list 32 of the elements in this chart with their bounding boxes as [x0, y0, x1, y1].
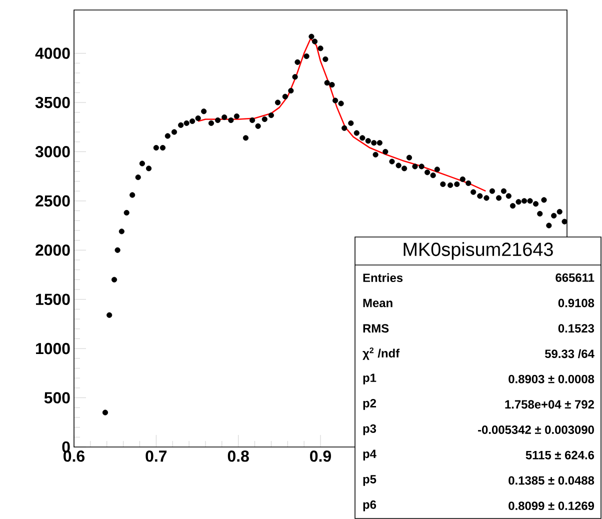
y-tick-label: 3000 [35, 146, 70, 158]
y-tick-label: 1500 [36, 294, 70, 305]
annotation: p1 [363, 374, 376, 384]
annotation: p2 [363, 399, 376, 410]
annotation: Mean [363, 298, 392, 308]
y-tick-label: 2500 [36, 195, 70, 207]
y-tick-label: 500 [44, 392, 70, 404]
text: 0.8099 ± 0.1269 [508, 502, 594, 510]
x-tick-label: 0.8 [228, 450, 249, 462]
text: p4 [363, 450, 376, 460]
y-tick-label: 3500 [35, 96, 70, 108]
annotation: 59.33 /64 [545, 349, 594, 358]
x-tick-label: 0.7 [146, 450, 167, 462]
annotation: 1.758e+04 ± 792 [505, 400, 594, 409]
text: p5 [363, 475, 376, 486]
annotation: 0.8903 ± 0.0008 [508, 374, 594, 384]
annotation: Entries [363, 273, 403, 282]
annotation: RMS [363, 324, 389, 333]
annotation: 0.9108 [558, 298, 594, 308]
y-tick-label: 4000 [35, 48, 70, 59]
annotation: 0.1523 [558, 324, 594, 333]
annotation: p3 [363, 424, 376, 436]
annotation: χ$^{2}$ /ndf [362, 348, 400, 360]
annotation: MK0spisum21643 [404, 242, 553, 260]
y-tick-label: 2000 [36, 244, 70, 256]
annotation: 665611 [556, 273, 594, 282]
text: p6 [363, 500, 376, 512]
text: 0.1385 ± 0.0488 [508, 476, 594, 485]
text: 5115 ± 624.6 [526, 450, 594, 460]
y-tick-label: 1000 [36, 342, 70, 354]
annotation: -0.005342 ± 0.003090 [478, 426, 594, 434]
x-tick-label: 0.9 [310, 450, 331, 462]
